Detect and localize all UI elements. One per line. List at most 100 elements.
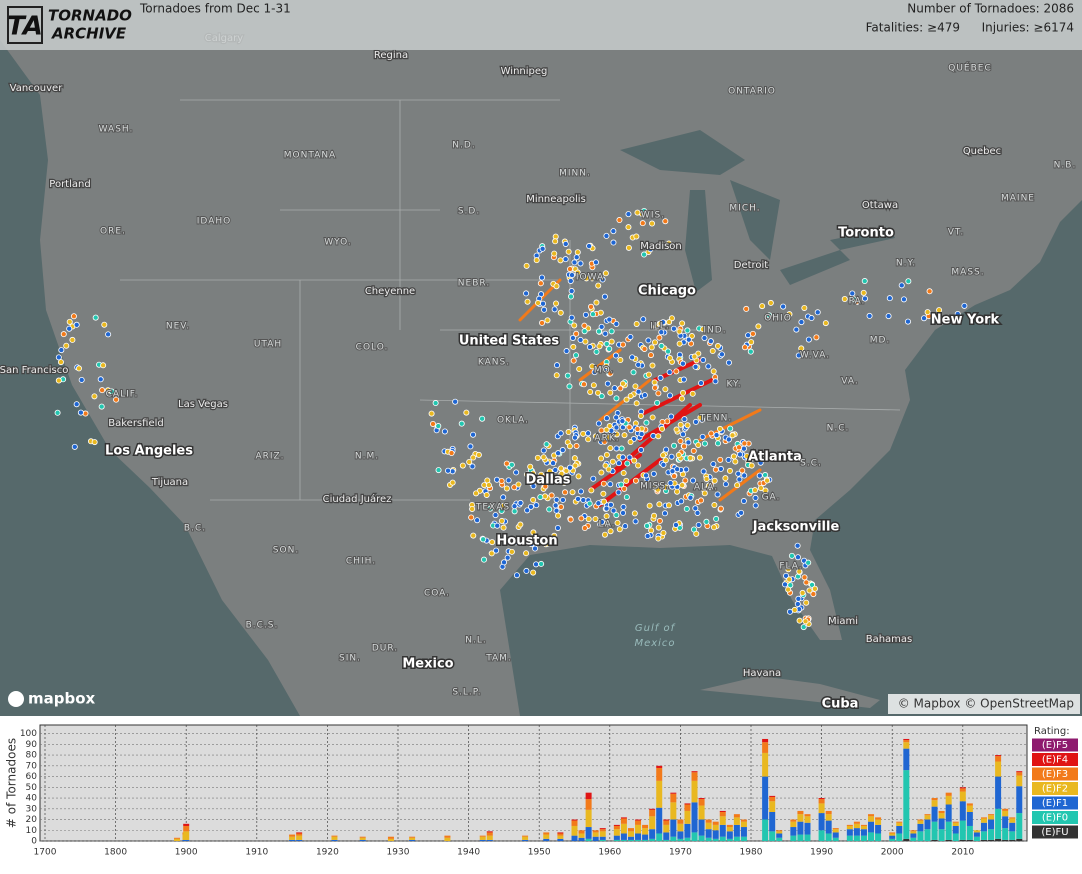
- tornado-dot: [521, 536, 528, 543]
- bar-segment: [825, 833, 832, 841]
- tornado-dot: [483, 491, 490, 498]
- tornado-dot: [557, 309, 564, 316]
- tornado-dot: [557, 465, 564, 472]
- tornado-dot: [511, 484, 518, 491]
- tornado-dot: [794, 554, 801, 561]
- place-label: FLA.: [779, 562, 802, 572]
- tornado-dot: [665, 240, 672, 247]
- tornado-dot: [563, 467, 570, 474]
- legend-swatch: [1032, 796, 1078, 810]
- bar-segment: [620, 839, 627, 841]
- bar-segment: [832, 828, 839, 830]
- tornado-dot: [534, 454, 541, 461]
- tornado-dot: [498, 517, 505, 524]
- tornado-dot: [596, 343, 603, 350]
- bar-segment: [875, 817, 882, 820]
- place-label: Winnipeg: [501, 66, 548, 77]
- tornado-dot: [618, 445, 625, 452]
- tornado-dot: [898, 282, 905, 289]
- tornado-dot: [603, 232, 610, 239]
- place-label: UTAH: [254, 340, 282, 350]
- bar-segment: [599, 828, 606, 830]
- bar-segment: [599, 836, 606, 840]
- bar-segment: [825, 814, 832, 821]
- tornado-dot: [814, 309, 821, 316]
- bar-segment: [910, 830, 917, 832]
- tornado-dot: [662, 218, 669, 225]
- tornado-dot: [523, 567, 530, 574]
- tornado-dot: [503, 485, 510, 492]
- attribution[interactable]: © Mapbox © OpenStreetMap: [898, 697, 1074, 711]
- tornado-dot: [674, 488, 681, 495]
- tornado-dot: [736, 444, 743, 451]
- tornado-dot: [562, 256, 569, 263]
- tornado-dot: [581, 328, 588, 335]
- tornado-dot: [576, 365, 583, 372]
- tornado-dot: [620, 509, 627, 516]
- tornado-dot: [666, 369, 673, 376]
- tornado-dot: [738, 509, 745, 516]
- tornado-dot: [565, 429, 572, 436]
- tornado-dot: [623, 396, 630, 403]
- tornado-dot: [564, 372, 571, 379]
- tornado-dot: [98, 403, 105, 410]
- bar-segment: [917, 823, 924, 832]
- tornado-dot: [607, 501, 614, 508]
- bar-segment: [663, 820, 670, 825]
- tornado-dot: [725, 359, 732, 366]
- tornado-dot: [508, 548, 515, 555]
- tornado-dot: [662, 484, 669, 491]
- bar-segment: [642, 834, 649, 840]
- title: Tornadoes from Dec 1-31: [139, 2, 291, 16]
- bar-segment: [740, 819, 747, 822]
- place-label: N.M.: [355, 452, 379, 462]
- bar-segment: [980, 822, 987, 832]
- bar-segment: [832, 837, 839, 841]
- tornado-dot: [799, 589, 806, 596]
- tornado-dot: [573, 254, 580, 261]
- tornado-dot: [66, 318, 73, 325]
- tornado-dot: [655, 390, 662, 397]
- tornado-dot: [660, 452, 667, 459]
- tornado-dot: [554, 362, 561, 369]
- bar-segment: [719, 812, 726, 817]
- tornado-dot: [687, 494, 694, 501]
- tornado-dot: [633, 400, 640, 407]
- bar-segment: [804, 834, 811, 841]
- tornado-dot: [708, 430, 715, 437]
- tornado-dot: [713, 515, 720, 522]
- tornado-dot: [493, 547, 500, 554]
- tornado-dot: [469, 505, 476, 512]
- tornado-dot: [739, 467, 746, 474]
- x-tick-label: 1940: [457, 848, 480, 858]
- tornado-dot: [684, 327, 691, 334]
- tornado-dot: [619, 380, 626, 387]
- tornado-dot: [954, 310, 961, 317]
- tornado-dot: [637, 412, 644, 419]
- place-label: MD.: [870, 336, 891, 346]
- tornado-dot: [58, 347, 65, 354]
- tornado-dot: [569, 272, 576, 279]
- tornado-dot: [726, 467, 733, 474]
- bar-segment: [726, 827, 733, 832]
- legend-swatch: [1032, 811, 1078, 824]
- bar-segment: [444, 837, 451, 841]
- tornado-dot: [435, 423, 442, 430]
- bar-segment: [705, 819, 712, 823]
- bar-segment: [409, 837, 416, 840]
- tornado-dot: [664, 418, 671, 425]
- bar-segment: [296, 839, 303, 841]
- tornado-dot: [660, 461, 667, 468]
- bar-segment: [938, 829, 945, 841]
- place-label: Toronto: [838, 226, 894, 241]
- tornado-dot: [701, 440, 708, 447]
- bar-segment: [818, 813, 825, 831]
- bar-segment: [578, 833, 585, 838]
- bar-segment: [846, 825, 853, 830]
- tornado-dot: [627, 333, 634, 340]
- tornado-dot: [608, 328, 615, 335]
- tornado-dot: [715, 440, 722, 447]
- bar-segment: [578, 830, 585, 834]
- tornado-dot: [670, 325, 677, 332]
- tornado-dot: [672, 521, 679, 528]
